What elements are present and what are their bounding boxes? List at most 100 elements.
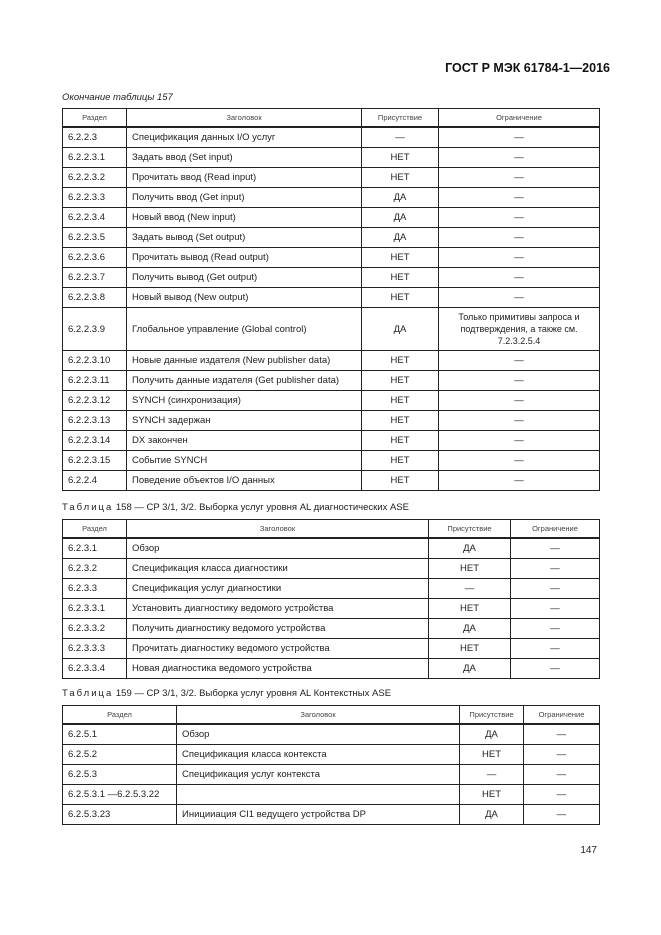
restriction-cell: — <box>438 147 600 168</box>
table-row: 6.2.5.3.23 Иницииация CI1 ведущего устрой… <box>62 804 600 825</box>
table-row: 6.2.2.3.13 SYNCH задержан НЕТ — <box>62 410 600 431</box>
title-cell: Спецификация данных I/O услуг <box>126 126 362 148</box>
section-cell: 6.2.2.3.1 <box>62 147 127 168</box>
title-cell: Спецификация класса диагностики <box>126 558 429 579</box>
table-158: Раздел Заголовок Присутствие Ограничение 6.2… <box>62 519 600 679</box>
section-cell: 6.2.3.3.2 <box>62 618 127 639</box>
section-cell: 6.2.2.3.12 <box>62 390 127 411</box>
title-cell: Прочитать ввод (Read input) <box>126 167 362 188</box>
restriction-cell: — <box>438 450 600 471</box>
section-cell: 6.2.3.2 <box>62 558 127 579</box>
presence-cell: НЕТ <box>361 287 439 308</box>
table-row: 6.2.2.3.7 Получить вывод (Get output) НЕТ — <box>62 267 600 288</box>
column-header: Раздел <box>62 519 127 539</box>
title-cell: Новая диагностика ведомого устройства <box>126 658 429 679</box>
restriction-cell: — <box>438 370 600 391</box>
table-row: 6.2.2.3.14 DX закончен НЕТ — <box>62 430 600 451</box>
restriction-cell: — <box>523 744 600 765</box>
table-158-caption: Таблица 158 — CP 3/1, 3/2. Выборка услуг… <box>62 502 409 513</box>
caption-prefix: Таблица <box>62 502 114 513</box>
table-row: 6.2.2.3.3 Получить ввод (Get input) ДА — <box>62 187 600 208</box>
section-cell: 6.2.2.3.11 <box>62 370 127 391</box>
table-157-caption: Окончание таблицы 157 <box>62 92 173 103</box>
table-row: 6.2.5.2 Спецификация класса контекста НЕТ — <box>62 744 600 765</box>
section-cell: 6.2.2.3.4 <box>62 207 127 228</box>
column-header: Присутствие <box>361 108 439 128</box>
presence-cell: НЕТ <box>361 450 439 471</box>
section-cell: 6.2.2.3.3 <box>62 187 127 208</box>
presence-cell: — <box>361 126 439 148</box>
table-row: 6.2.2.3.4 Новый ввод (New input) ДА — <box>62 207 600 228</box>
column-header: Заголовок <box>176 705 460 725</box>
table-row: 6.2.2.4 Поведение объектов I/O данных НЕТ — <box>62 470 600 491</box>
table-row: 6.2.2.3 Спецификация данных I/O услуг — — <box>62 126 600 148</box>
restriction-cell: — <box>438 247 600 268</box>
section-cell: 6.2.5.3.1 —6.2.5.3.22 <box>62 784 177 805</box>
title-cell: Получить ввод (Get input) <box>126 187 362 208</box>
presence-cell: НЕТ <box>428 558 511 579</box>
column-header: Раздел <box>62 108 127 128</box>
table-row: 6.2.2.3.1 Задать ввод (Set input) НЕТ — <box>62 147 600 168</box>
table-157: Раздел Заголовок Присутствие Ограничение 6.2… <box>62 108 600 491</box>
presence-cell: НЕТ <box>459 744 524 765</box>
presence-cell: ДА <box>428 537 511 559</box>
presence-cell: ДА <box>361 207 439 228</box>
title-cell: Обзор <box>126 537 429 559</box>
section-cell: 6.2.5.2 <box>62 744 177 765</box>
section-cell: 6.2.3.1 <box>62 537 127 559</box>
section-cell: 6.2.2.3.8 <box>62 287 127 308</box>
header-row: Раздел Заголовок Присутствие Ограничение <box>62 519 600 539</box>
table-row: 6.2.3.2 Спецификация класса диагностики НЕ… <box>62 558 600 579</box>
restriction-cell: — <box>523 784 600 805</box>
title-cell: Новый ввод (New input) <box>126 207 362 228</box>
presence-cell: НЕТ <box>428 638 511 659</box>
table-row: 6.2.5.3.1 —6.2.5.3.22 НЕТ — <box>62 784 600 805</box>
title-cell: Поведение объектов I/O данных <box>126 470 362 491</box>
column-header: Заголовок <box>126 519 429 539</box>
title-cell: DX закончен <box>126 430 362 451</box>
title-cell: SYNCH (синхронизация) <box>126 390 362 411</box>
presence-cell: — <box>459 764 524 785</box>
section-cell: 6.2.2.4 <box>62 470 127 491</box>
title-cell: Получить вывод (Get output) <box>126 267 362 288</box>
table-row: 6.2.3.3 Спецификация услуг диагностики — — <box>62 578 600 599</box>
restriction-cell: — <box>510 578 600 599</box>
presence-cell: ДА <box>361 307 439 351</box>
presence-cell: НЕТ <box>361 247 439 268</box>
restriction-cell: — <box>438 350 600 371</box>
presence-cell: НЕТ <box>361 430 439 451</box>
section-cell: 6.2.3.3 <box>62 578 127 599</box>
table-159: Раздел Заголовок Присутствие Ограничение 6.2… <box>62 705 600 825</box>
table-row: 6.2.5.1 Обзор ДА — <box>62 723 600 745</box>
restriction-cell: — <box>438 187 600 208</box>
section-cell: 6.2.2.3.6 <box>62 247 127 268</box>
page-number: 147 <box>580 845 597 856</box>
restriction-cell: — <box>510 537 600 559</box>
table-row: 6.2.2.3.2 Прочитать ввод (Read input) НЕТ — <box>62 167 600 188</box>
presence-cell: НЕТ <box>428 598 511 619</box>
presence-cell: НЕТ <box>361 410 439 431</box>
restriction-cell: — <box>510 638 600 659</box>
presence-cell: ДА <box>459 723 524 745</box>
restriction-cell: Только примитивы запроса и подтверждения… <box>438 307 600 351</box>
presence-cell: НЕТ <box>361 147 439 168</box>
section-cell: 6.2.5.3 <box>62 764 177 785</box>
column-header: Раздел <box>62 705 177 725</box>
presence-cell: НЕТ <box>459 784 524 805</box>
restriction-cell: — <box>438 207 600 228</box>
title-cell: Прочитать вывод (Read output) <box>126 247 362 268</box>
table-row: 6.2.2.3.6 Прочитать вывод (Read output) НЕ… <box>62 247 600 268</box>
title-cell: Глобальное управление (Global control) <box>126 307 362 351</box>
restriction-cell: — <box>523 804 600 825</box>
restriction-cell: — <box>510 658 600 679</box>
section-cell: 6.2.3.3.1 <box>62 598 127 619</box>
caption-text: 158 — CP 3/1, 3/2. Выборка услуг уровня … <box>115 502 409 513</box>
title-cell: Задать вывод (Set output) <box>126 227 362 248</box>
title-cell: Получить данные издателя (Get publisher … <box>126 370 362 391</box>
restriction-cell: — <box>523 723 600 745</box>
title-cell: Спецификация услуг диагностики <box>126 578 429 599</box>
restriction-cell: — <box>438 126 600 148</box>
header-row: Раздел Заголовок Присутствие Ограничение <box>62 108 600 128</box>
section-cell: 6.2.2.3.5 <box>62 227 127 248</box>
section-cell: 6.2.2.3.7 <box>62 267 127 288</box>
